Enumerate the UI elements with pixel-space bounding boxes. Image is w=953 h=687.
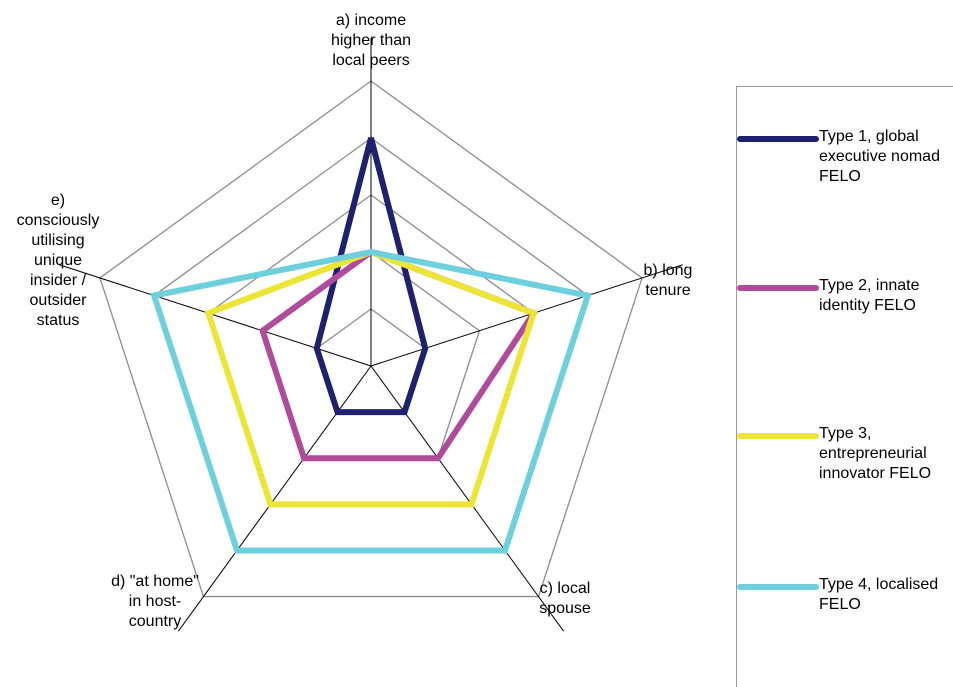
axis-label-tenure: b) long tenure	[643, 262, 693, 299]
legend-swatch-type-4	[737, 584, 819, 590]
series-line-type-4	[150, 248, 592, 554]
legend-label-type-4: Type 4, localised FELO	[819, 576, 939, 613]
legend-label-type-1: Type 1, global executive nomad FELO	[819, 128, 940, 185]
axis-label-at-home: d) "at home" in host- country	[111, 573, 199, 630]
axis-label-spouse: c) local spouse	[539, 580, 591, 617]
legend-swatch-type-1	[737, 136, 819, 142]
legend-swatch-type-3	[737, 433, 819, 439]
legend-swatch-type-2	[737, 285, 819, 291]
legend-label-type-2: Type 2, innate identity FELO	[819, 277, 920, 314]
axis-label-income: a) income higher than local peers	[330, 12, 412, 69]
legend-label-type-3: Type 3, entrepreneurial innovator FELO	[819, 425, 932, 482]
series-line-type-3	[204, 248, 538, 508]
grid-ring-5	[99, 80, 643, 598]
radar-chart	[59, 38, 683, 632]
axis-label-insider-status: e) consciously utilising unique insider …	[16, 192, 100, 329]
series-line-type-1	[313, 137, 429, 416]
legend: Type 1, global executive nomad FELO Type…	[736, 86, 953, 687]
